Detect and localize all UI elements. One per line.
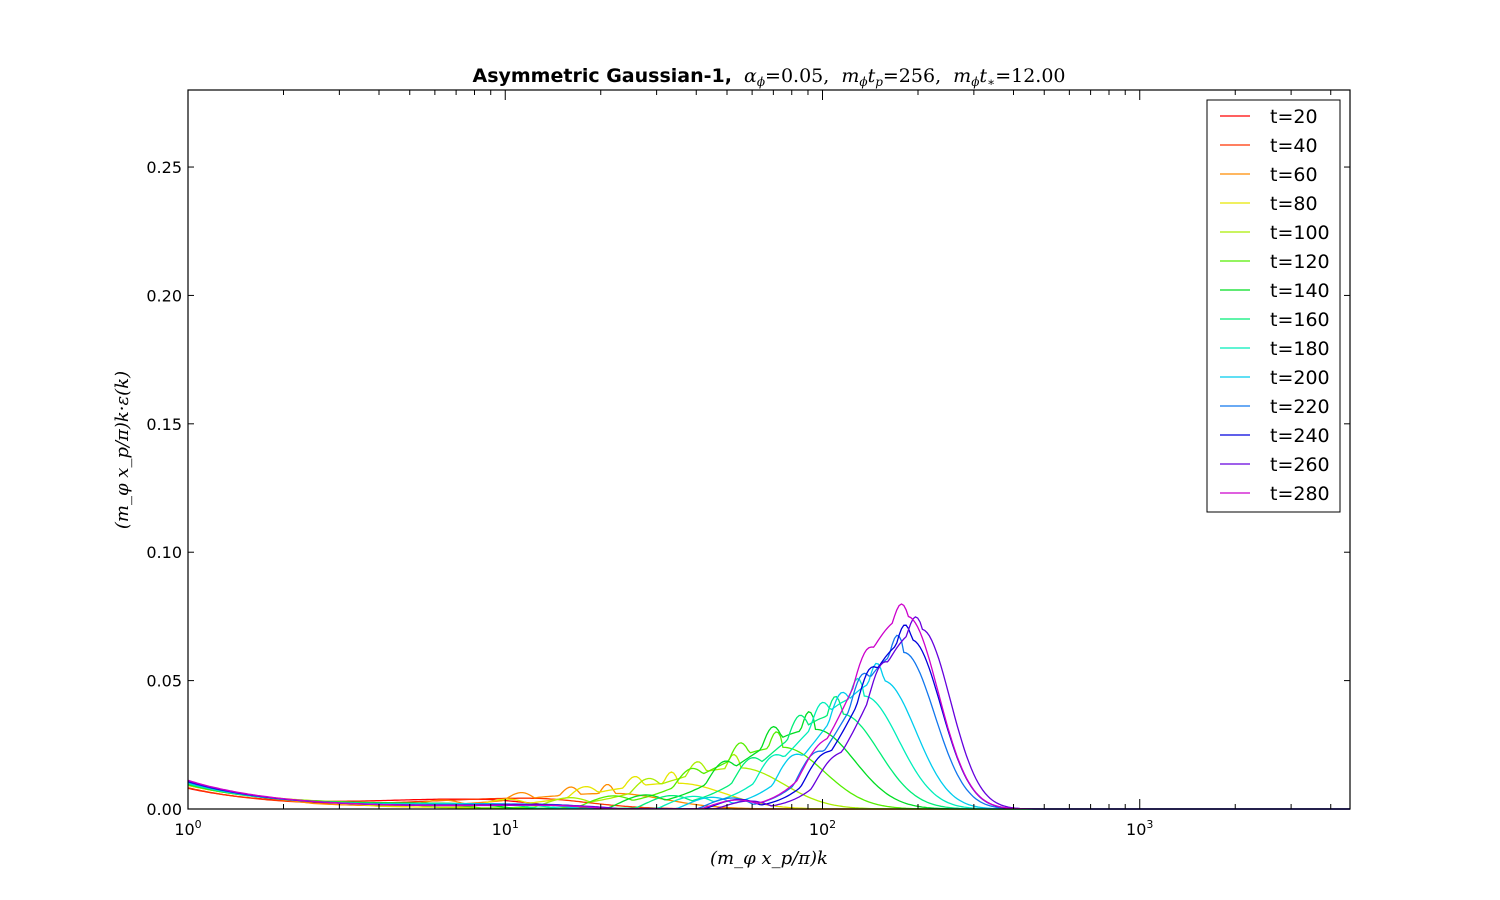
y-tick-label: 0.10	[146, 543, 182, 562]
legend-label: t=180	[1270, 338, 1330, 360]
legend-label: t=200	[1270, 367, 1330, 389]
series-line	[187, 634, 1350, 810]
x-tick-label: 102	[809, 818, 836, 839]
legend-box	[1206, 99, 1341, 513]
plot-frame	[187, 89, 1351, 810]
legend-label: t=140	[1270, 280, 1330, 302]
legend-label: t=260	[1270, 454, 1330, 476]
legend-label: t=240	[1270, 425, 1330, 447]
legend-label: t=280	[1270, 483, 1330, 505]
x-tick-label: 100	[174, 818, 201, 839]
legend-label: t=100	[1270, 222, 1330, 244]
chart-title: Asymmetric Gaussian-1, αϕ=0.05, mϕtp=256…	[472, 65, 1065, 89]
series-line	[187, 731, 1350, 810]
series-line	[187, 624, 1350, 810]
ticks-layer: 0.00 0.05 0.10 0.15 0.20 0.25 100 101 102 103	[146, 90, 1350, 839]
series-line	[187, 695, 1350, 810]
y-axis-label: (m_φ x_p/π)k·ε(k)	[112, 371, 133, 529]
x-tick-label: 101	[492, 818, 519, 839]
legend-label: t=40	[1270, 135, 1318, 157]
series-line	[187, 711, 1350, 810]
series-layer	[187, 603, 1350, 810]
y-tick-label: 0.20	[146, 286, 182, 305]
series-line	[187, 603, 1350, 810]
legend-label: t=120	[1270, 251, 1330, 273]
legend-label: t=160	[1270, 309, 1330, 331]
legend-label: t=220	[1270, 396, 1330, 418]
series-line	[187, 662, 1350, 810]
y-tick-label: 0.00	[146, 800, 182, 819]
x-tick-label: 103	[1126, 818, 1153, 839]
y-tick-label: 0.15	[146, 415, 182, 434]
legend: t=20 t=40 t=60 t=80 t=100 t=120 t=140 t=160 t=18…	[1206, 99, 1341, 513]
legend-label: t=20	[1270, 106, 1318, 128]
legend-label: t=80	[1270, 193, 1318, 215]
y-tick-label: 0.05	[146, 672, 182, 691]
legend-label: t=60	[1270, 164, 1318, 186]
series-line	[187, 616, 1350, 810]
x-axis-label: (m_φ x_p/π)k	[710, 848, 828, 869]
y-tick-label: 0.25	[146, 158, 182, 177]
